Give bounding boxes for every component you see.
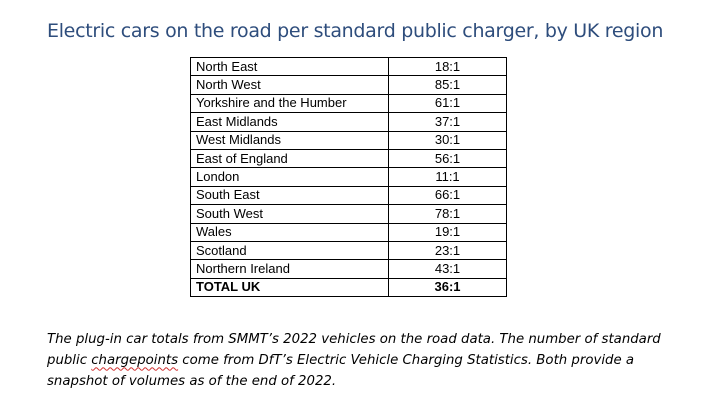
ratio-cell: 66:1 [388,185,507,206]
region-cell: North East [190,56,389,77]
ratio-cell: 19:1 [388,222,507,242]
table-row: North East 18:1 [190,56,507,77]
region-cell: Northern Ireland [190,259,389,279]
table-row: Wales 19:1 [190,222,507,242]
ratio-cell: 18:1 [388,56,507,77]
ratio-cell: 78:1 [388,204,507,224]
ratio-cell: 85:1 [388,75,507,95]
ratio-cell: 37:1 [388,112,507,132]
region-cell: Yorkshire and the Humber [190,93,389,114]
table-row: South West 78:1 [190,204,507,224]
total-row: TOTAL UK 36:1 [190,277,507,298]
region-cell: North West [190,75,389,95]
region-cell: South East [190,185,389,206]
regional-ratio-table-body: North East 18:1 North West 85:1 Yorkshir… [190,56,507,298]
ratio-cell: 56:1 [388,148,507,169]
caption-text-start: The plug-in car totals from SMMT’s 2022 … [47,332,661,369]
region-cell: East Midlands [190,112,389,132]
table-row: Yorkshire and the Humber 61:1 [190,93,507,114]
regional-ratio-table: North East 18:1 North West 85:1 Yorkshir… [190,56,507,298]
table-row: North West 85:1 [190,75,507,95]
table-row: West Midlands 30:1 [190,130,507,150]
region-cell: East of England [190,148,389,169]
table-row: London 11:1 [190,167,507,187]
region-cell: South West [190,204,389,224]
caption-text-end: come from DfT’s Electric Vehicle Chargin… [47,353,635,390]
source-caption: The plug-in car totals from SMMT’s 2022 … [47,329,667,392]
table-row: East of England 56:1 [190,148,507,169]
spellcheck-flagged-word: chargepoints [91,353,179,369]
table-row: Scotland 23:1 [190,240,507,261]
ratio-cell: 30:1 [388,130,507,150]
table-row: East Midlands 37:1 [190,112,507,132]
total-region-cell: TOTAL UK [190,277,389,298]
ratio-cell: 43:1 [388,259,507,279]
region-cell: Wales [190,222,389,242]
ratio-cell: 61:1 [388,93,507,114]
page-title: Electric cars on the road per standard p… [47,20,664,42]
region-cell: London [190,167,389,187]
table-row: Northern Ireland 43:1 [190,259,507,279]
ratio-cell: 23:1 [388,240,507,261]
table-row: South East 66:1 [190,185,507,206]
ratio-cell: 11:1 [388,167,507,187]
total-ratio-cell: 36:1 [388,277,507,298]
region-cell: West Midlands [190,130,389,150]
region-cell: Scotland [190,240,389,261]
